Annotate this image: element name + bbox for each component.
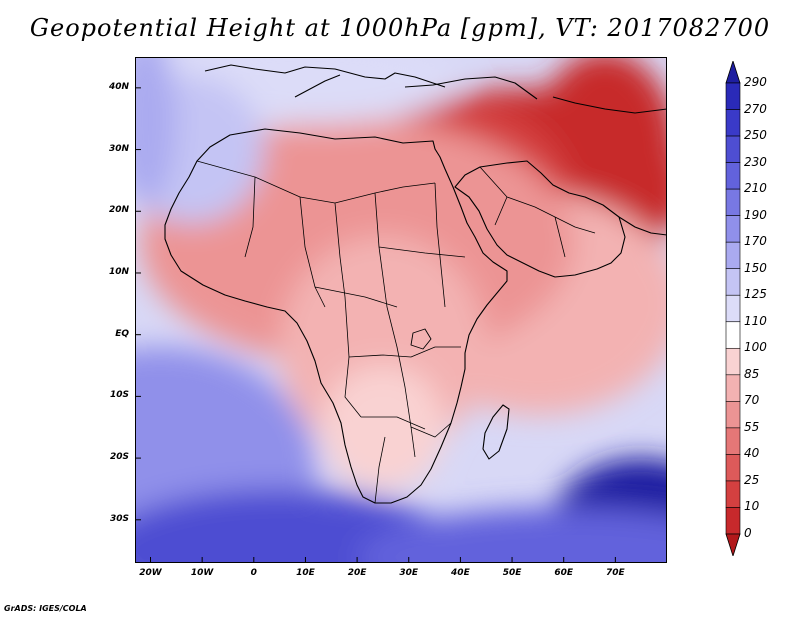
colorbar-label: 190 — [744, 207, 767, 222]
colorbar-swatch — [725, 427, 741, 455]
colorbar-label: 210 — [744, 181, 767, 196]
lon-label: 50E — [502, 568, 522, 578]
colorbar-swatch — [725, 162, 741, 190]
colorbar-swatch — [725, 241, 741, 270]
colorbar-swatch — [725, 480, 741, 508]
colorbar-swatch — [725, 188, 741, 216]
map-title: Geopotential Height at 1000hPa [gpm], VT… — [29, 14, 771, 42]
colorbar-label: 170 — [744, 234, 767, 249]
colorbar-bottom-arrow — [725, 533, 741, 556]
colorbar-swatch — [725, 82, 741, 110]
lon-label: 0 — [250, 568, 257, 578]
madagascar-coastline — [482, 404, 510, 460]
lat-label: 30S — [109, 513, 129, 524]
lon-label: 60E — [554, 568, 574, 578]
colorbar-swatch — [725, 374, 741, 402]
colorbar-label: 0 — [744, 526, 752, 540]
colorbar-label: 40 — [744, 446, 760, 461]
colorbar-swatch — [725, 215, 741, 243]
geopotential-field — [135, 57, 667, 563]
colorbar-swatch — [725, 135, 741, 163]
colorbar-label: 150 — [744, 260, 767, 275]
lon-label: 30E — [399, 568, 419, 578]
field-blob — [135, 57, 177, 206]
africa-coastline — [164, 128, 508, 504]
colorbar-swatch — [725, 347, 741, 376]
map-panel — [135, 57, 667, 563]
colorbar-swatch — [725, 507, 741, 535]
lon-label: 10E — [296, 568, 315, 578]
colorbar-label: 230 — [744, 154, 767, 169]
colorbar-swatch — [725, 294, 741, 323]
lat-label: 30N — [108, 143, 129, 154]
colorbar-swatch — [725, 109, 741, 137]
colorbar-label: 25 — [744, 472, 760, 487]
lake-victoria — [410, 328, 432, 350]
colorbar-label: 270 — [744, 101, 767, 116]
lon-label: 40E — [451, 568, 470, 578]
lon-label: 70E — [606, 568, 625, 578]
colorbar-label: 110 — [744, 313, 767, 328]
colorbar-top-arrow — [725, 61, 741, 84]
lon-label: 10W — [190, 568, 214, 578]
colorbar-label: 70 — [744, 393, 760, 408]
colorbar-label: 250 — [744, 128, 767, 143]
colorbar-label: 290 — [744, 75, 767, 89]
colorbar-swatch — [725, 268, 741, 296]
colorbar-swatch — [725, 401, 741, 429]
colorbar-swatch — [725, 321, 741, 349]
lat-label: 10N — [108, 266, 129, 277]
colorbar-swatch — [725, 454, 741, 482]
grads-credit: GrADS: IGES/COLA — [4, 604, 87, 613]
colorbar-label: 85 — [744, 366, 760, 381]
colorbar-label: 125 — [744, 287, 767, 302]
lat-label: 10S — [109, 390, 129, 401]
lat-label: EQ — [115, 328, 129, 339]
map-frame — [135, 57, 667, 563]
colorbar-label: 10 — [744, 499, 760, 514]
lat-label: 20N — [108, 205, 129, 216]
map-canvas — [135, 57, 667, 563]
internal-borders — [196, 160, 466, 504]
lat-label: 40N — [108, 81, 129, 92]
colorbar — [725, 61, 741, 556]
field-blob — [320, 365, 445, 489]
asia-coastline — [404, 76, 667, 236]
field-blob — [357, 507, 667, 563]
lon-label: 20E — [347, 568, 367, 578]
colorbar-label: 55 — [744, 419, 760, 434]
coastlines-and-borders — [164, 64, 667, 504]
colorbar-label: 100 — [744, 340, 767, 355]
arabia-coastline — [454, 160, 626, 278]
lon-label: 20W — [139, 568, 162, 578]
lat-label: 20S — [109, 452, 129, 463]
europe-coastline — [204, 64, 446, 98]
arabia-borders — [479, 166, 596, 258]
